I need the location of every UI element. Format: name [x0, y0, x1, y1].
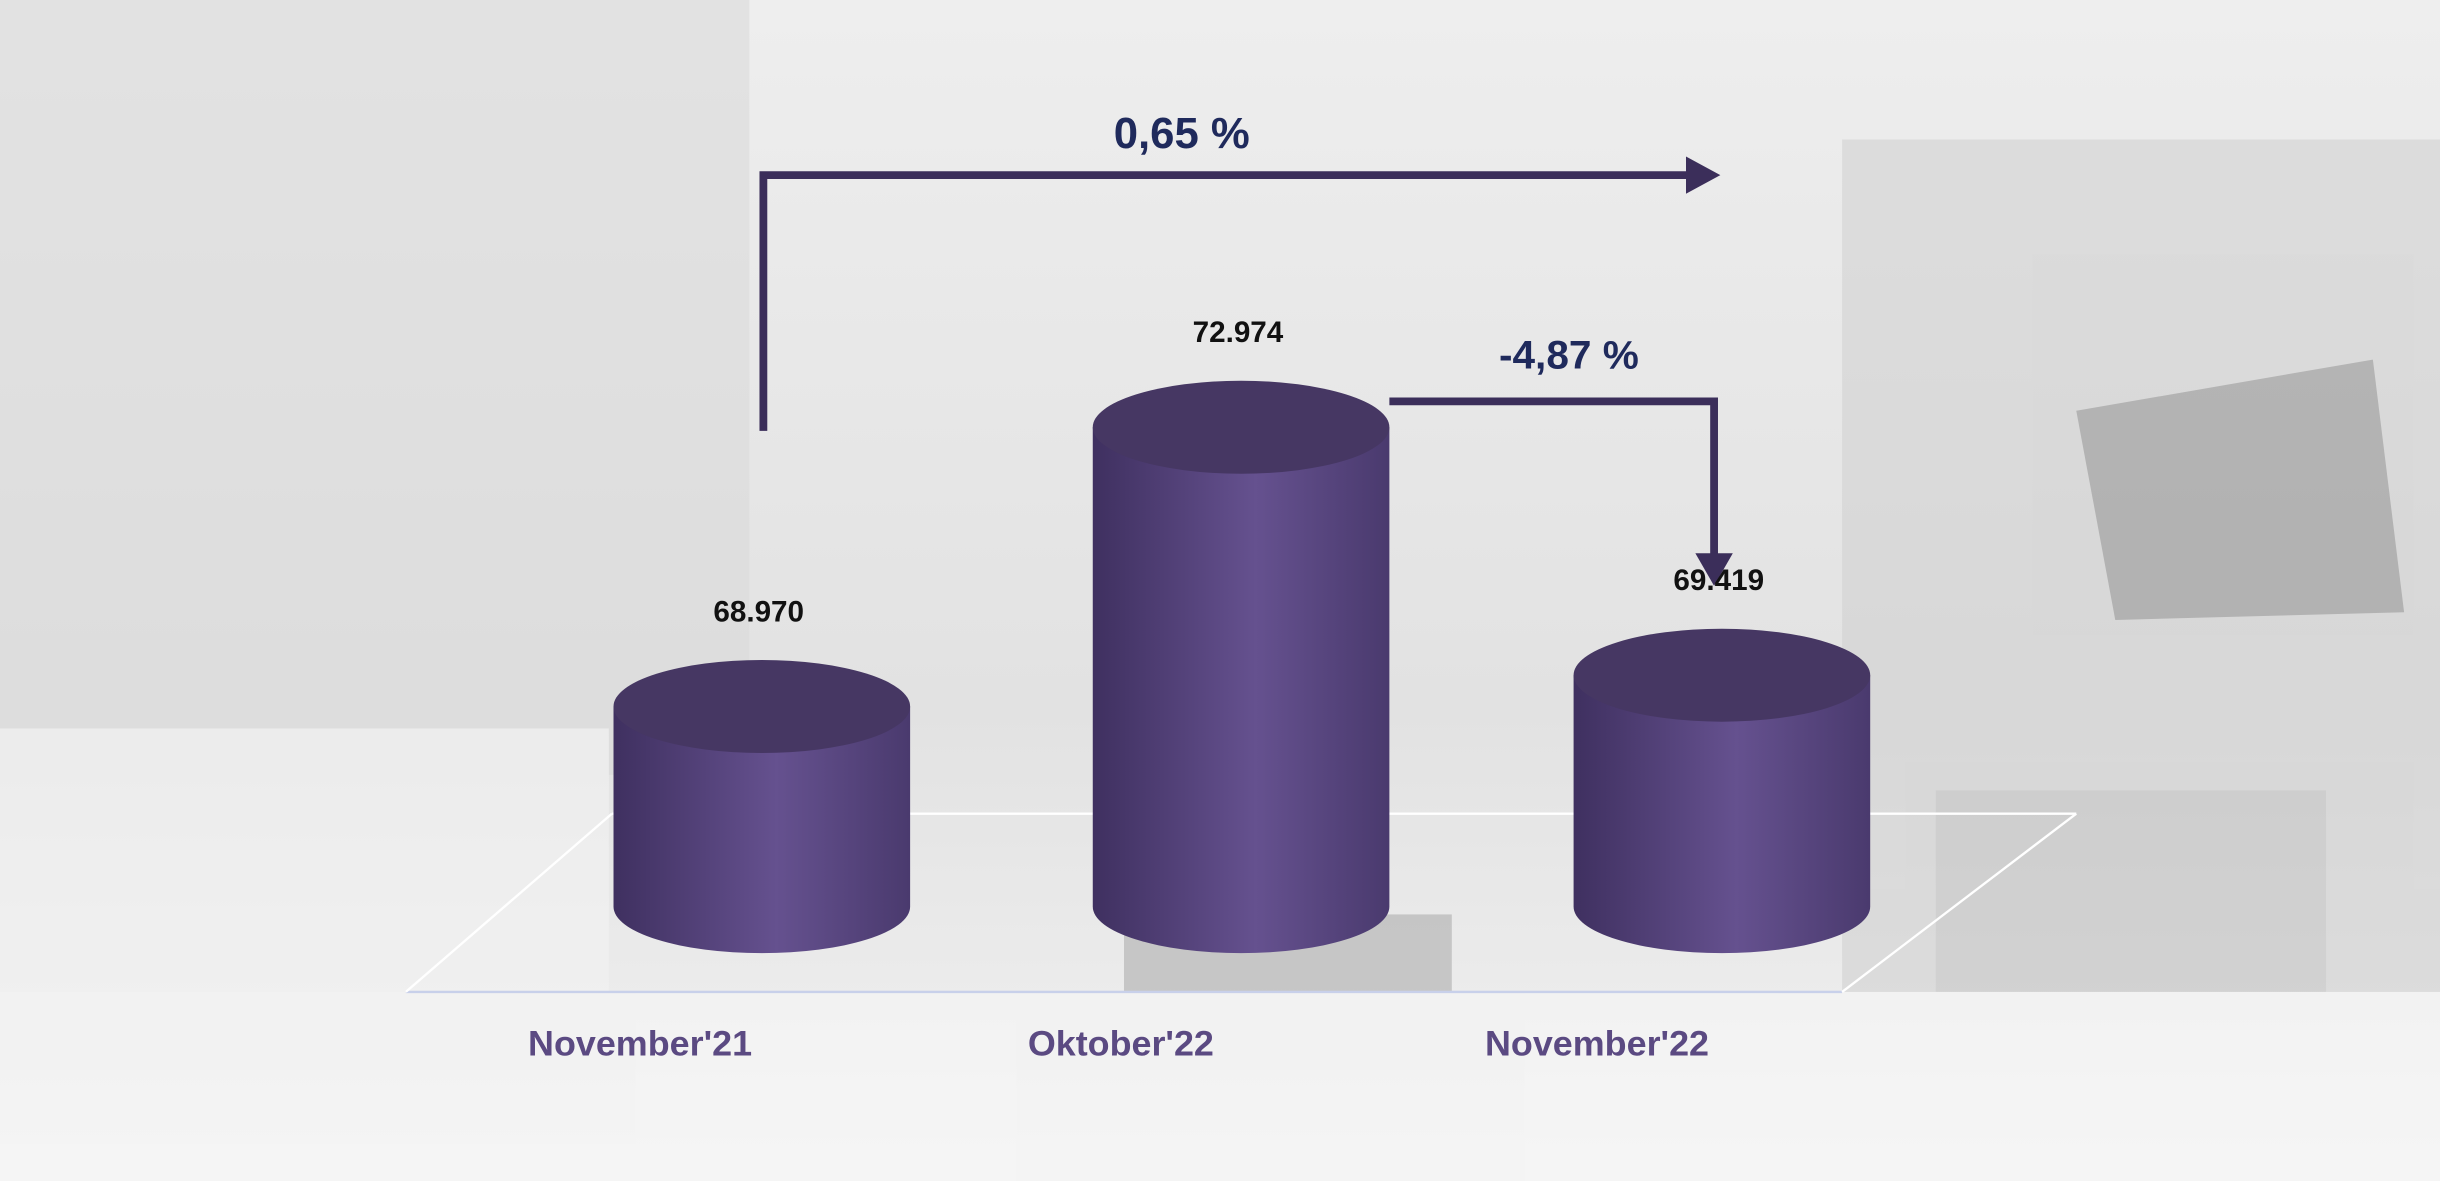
arrow — [1389, 397, 1718, 562]
x-tick-label: Oktober'22 — [1028, 1024, 1214, 1064]
data-label: 68.970 — [713, 595, 804, 628]
cylinder-top — [613, 660, 911, 754]
cylinder-body — [1092, 427, 1390, 954]
arrow — [759, 171, 1694, 431]
floor-line — [405, 812, 613, 993]
data-label: 69.419 — [1673, 564, 1764, 597]
cylinder-body — [613, 706, 911, 954]
x-tick-label: November'22 — [1485, 1024, 1709, 1064]
x-tick-label: November'21 — [528, 1024, 752, 1064]
annotation: 0,65 % — [1114, 110, 1250, 158]
floor-line — [1841, 812, 2077, 993]
cylinder-top — [1092, 380, 1390, 474]
cylinder-body — [1573, 675, 1871, 954]
arrow-head — [1685, 156, 1721, 194]
arrow-head — [1695, 553, 1733, 586]
cylinder-top — [1573, 628, 1871, 722]
annotation: -4,87 % — [1499, 332, 1639, 378]
data-label: 72.974 — [1193, 316, 1284, 349]
